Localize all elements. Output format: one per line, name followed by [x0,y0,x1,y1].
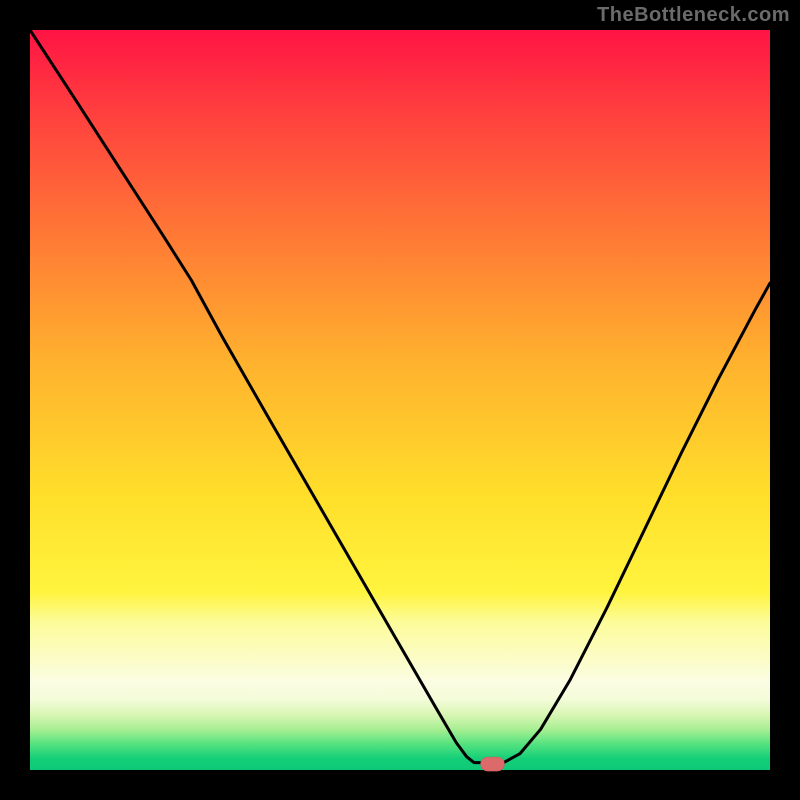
bottleneck-chart [0,0,800,800]
trough-marker [481,757,505,771]
plot-background [30,30,770,770]
watermark-label: TheBottleneck.com [597,4,790,27]
stage: TheBottleneck.com [0,0,800,800]
